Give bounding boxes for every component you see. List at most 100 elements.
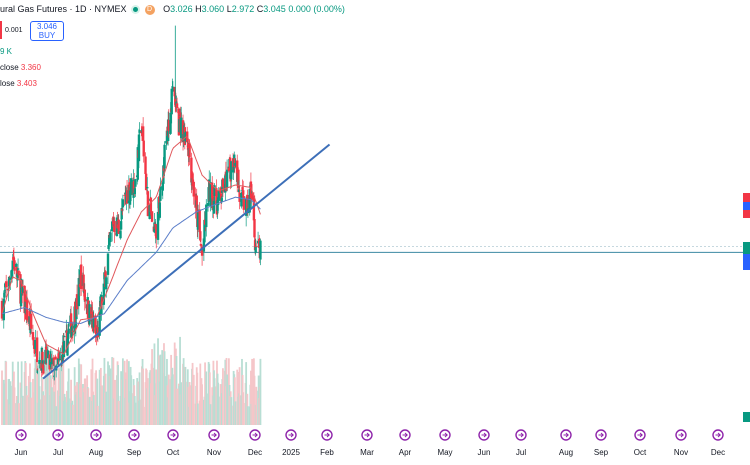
event-icon-arrow: [131, 432, 137, 438]
volume-bar: [17, 403, 20, 425]
candle-body: [167, 120, 170, 132]
event-icon-arrow: [598, 432, 604, 438]
candle-body: [36, 369, 39, 373]
change-value: 0.000 (0.00%): [288, 4, 345, 14]
buy-button[interactable]: 3.046 BUY: [30, 21, 64, 41]
candle-body: [66, 332, 70, 340]
candle-body: [57, 353, 60, 359]
x-tick-label: Oct: [634, 448, 647, 457]
candle-body: [216, 200, 219, 211]
ma-fast-legend: close 3.360: [0, 63, 41, 72]
event-icon-arrow: [252, 432, 258, 438]
candle-body: [58, 358, 61, 361]
candle-body: [83, 289, 86, 301]
volume-bar: [88, 396, 91, 425]
volume-bar: [103, 357, 106, 425]
volume-bar: [38, 386, 41, 425]
volume-bar: [179, 336, 181, 425]
volume-bar: [167, 374, 170, 425]
volume-bar: [55, 406, 58, 425]
candle-body: [42, 365, 45, 374]
candle-body: [69, 313, 73, 338]
candle-body: [215, 188, 218, 204]
open-value: 3.026: [170, 4, 193, 14]
candle-body: [3, 290, 7, 292]
volume-bar: [142, 368, 145, 425]
candle-body: [96, 327, 100, 338]
candle-body: [216, 197, 220, 206]
candle-body: [220, 197, 223, 202]
candle-body: [63, 336, 66, 338]
candle-body: [34, 339, 37, 350]
sell-button-edge[interactable]: [0, 21, 2, 39]
candle-body: [146, 191, 150, 217]
volume-bar: [107, 361, 109, 425]
volume-tag-green: [743, 412, 750, 422]
volume-legend: 9 K: [0, 47, 13, 56]
high-value: 3.060: [201, 4, 225, 14]
candle-body: [234, 163, 237, 166]
candle-body: [59, 356, 62, 358]
candle-body: [206, 203, 210, 206]
candle-body: [44, 346, 48, 350]
x-tick-label: Nov: [674, 448, 688, 457]
candle-body: [169, 112, 172, 134]
candle-body: [41, 360, 45, 364]
volume-bar: [51, 387, 53, 425]
candle-body: [117, 219, 120, 234]
x-tick-label: Jul: [516, 448, 526, 457]
candle-body: [237, 169, 240, 188]
candle-body: [4, 281, 8, 288]
x-tick-label: Oct: [167, 448, 180, 457]
ohlc-values: O3.026 H3.060 L2.972 C3.045 0.000 (0.00%…: [163, 4, 345, 14]
volume-bar: [96, 405, 99, 425]
event-icon-arrow: [18, 432, 24, 438]
symbol-title[interactable]: ural Gas Futures · 1D · NYMEX: [0, 4, 127, 14]
candle-body: [113, 221, 116, 233]
candle-body: [15, 267, 19, 277]
x-tick-label: Nov: [207, 448, 221, 457]
x-tick-label: Sep: [594, 448, 609, 457]
candle-body: [120, 207, 123, 220]
event-icon-arrow: [364, 432, 370, 438]
volume-bar: [117, 400, 120, 425]
event-icon-arrow: [518, 432, 524, 438]
x-tick-label: Aug: [559, 448, 573, 457]
volume-bar: [188, 382, 191, 425]
candle-body: [21, 286, 25, 293]
candle-body: [242, 196, 245, 210]
candle-body: [259, 240, 262, 260]
candle-body: [253, 240, 257, 251]
volume-bar: [54, 359, 57, 425]
candle-body: [138, 130, 141, 133]
volume-bar: [26, 395, 28, 425]
x-tick-label: Mar: [360, 448, 374, 457]
volume-bar: [197, 403, 199, 425]
candle-body: [88, 304, 91, 325]
candle-body: [199, 231, 202, 241]
candle-body: [144, 156, 147, 174]
candle-body: [156, 211, 160, 240]
candle-body: [200, 246, 204, 256]
volume-bar: [17, 361, 19, 425]
candle-body: [175, 103, 179, 109]
event-icon-arrow: [402, 432, 408, 438]
candle-body: [33, 347, 36, 354]
volume-bar: [105, 391, 108, 425]
volume-bar: [250, 370, 252, 425]
ma-slow-legend: lose 3.403: [0, 79, 37, 88]
candle-body: [188, 144, 191, 158]
candle-body: [125, 190, 129, 204]
candle-body: [41, 351, 44, 369]
volume-bar: [59, 361, 62, 425]
buy-price: 3.046: [36, 22, 58, 31]
event-icon-arrow: [678, 432, 684, 438]
candle-body: [0, 300, 4, 319]
volume-bar: [208, 372, 211, 425]
trendline: [42, 143, 331, 380]
volume-bar: [70, 379, 72, 425]
volume-bar: [184, 366, 187, 425]
volume-bar: [1, 370, 3, 425]
